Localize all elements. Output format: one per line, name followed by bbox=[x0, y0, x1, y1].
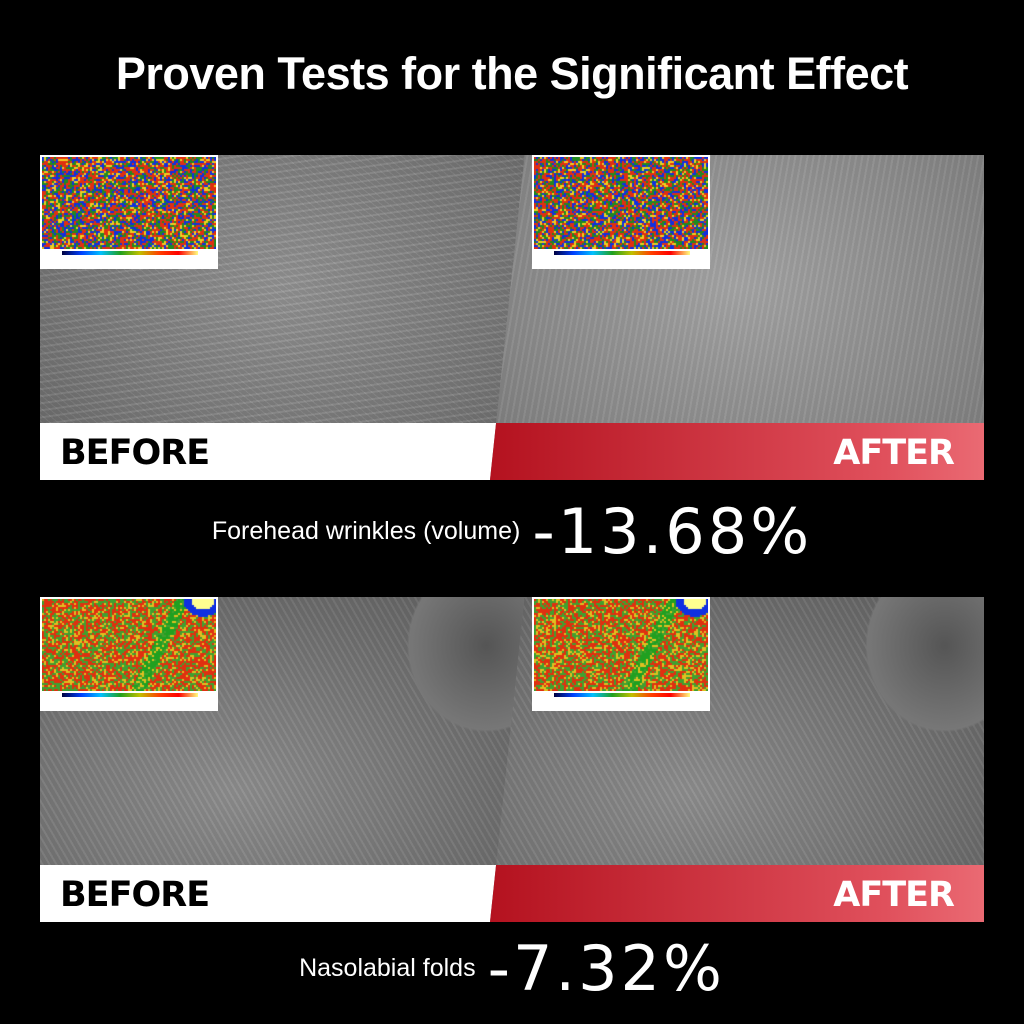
stat-value: -13.68% bbox=[532, 495, 813, 568]
after-image-nasolabial: AFTER bbox=[490, 597, 984, 922]
stat-caption: Forehead wrinkles (volume) bbox=[211, 517, 521, 545]
after-label: AFTER bbox=[490, 865, 984, 922]
stat-caption: Nasolabial folds bbox=[299, 954, 476, 982]
before-image-nasolabial: BEFORE bbox=[40, 597, 525, 922]
heatmap-inset bbox=[40, 155, 218, 269]
after-label: AFTER bbox=[490, 423, 984, 480]
before-label: BEFORE bbox=[40, 423, 525, 480]
before-label: BEFORE bbox=[40, 865, 525, 922]
before-image-forehead: BEFORE bbox=[40, 155, 525, 480]
stat-forehead: Forehead wrinkles (volume) -13.68% bbox=[0, 495, 1024, 568]
heatmap-inset bbox=[532, 155, 710, 269]
page-title: Proven Tests for the Significant Effect bbox=[115, 48, 909, 99]
after-image-forehead: AFTER bbox=[490, 155, 984, 480]
heatmap-inset bbox=[532, 597, 710, 711]
stat-value: -7.32% bbox=[487, 932, 725, 1005]
stat-nasolabial: Nasolabial folds -7.32% bbox=[0, 932, 1024, 1005]
heatmap-inset bbox=[40, 597, 218, 711]
